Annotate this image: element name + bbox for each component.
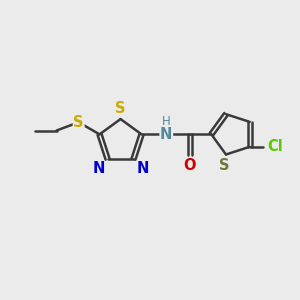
Text: H: H — [162, 115, 171, 128]
Text: N: N — [136, 160, 149, 175]
Text: N: N — [92, 160, 105, 175]
Text: Cl: Cl — [267, 139, 283, 154]
Text: S: S — [219, 158, 230, 173]
Text: O: O — [184, 158, 196, 173]
Text: S: S — [74, 115, 84, 130]
Text: S: S — [115, 100, 126, 116]
Text: N: N — [160, 127, 172, 142]
